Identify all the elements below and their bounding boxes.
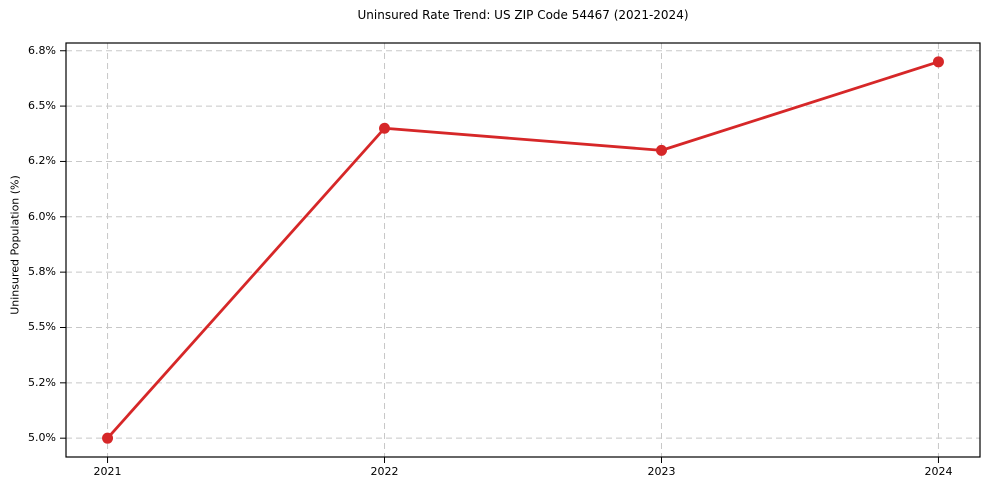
y-tick-label: 5.0% <box>28 431 56 445</box>
data-point-2022 <box>379 122 391 134</box>
x-tick-label: 2021 <box>93 465 122 478</box>
y-tick-label: 6.8% <box>28 43 56 57</box>
y-tick-label: 5.2% <box>28 375 56 389</box>
y-tick-label: 6.5% <box>28 99 56 113</box>
trend-line <box>106 60 940 440</box>
chart-title: Uninsured Rate Trend: US ZIP Code 54467 … <box>357 8 689 22</box>
data-point-2023 <box>655 144 667 156</box>
y-tick-label: 5.8% <box>28 265 56 279</box>
y-tick-label: 6.0% <box>28 209 56 223</box>
x-tick-label: 2023 <box>647 465 676 478</box>
data-point-2021 <box>102 432 114 444</box>
y-tick-label: 6.2% <box>28 154 56 168</box>
x-tick-label: 2024 <box>924 465 953 478</box>
axes-frame <box>65 42 981 458</box>
y-tick-label: 5.5% <box>28 320 56 334</box>
data-point-2024 <box>932 56 944 68</box>
x-tick-label: 2022 <box>370 465 399 478</box>
